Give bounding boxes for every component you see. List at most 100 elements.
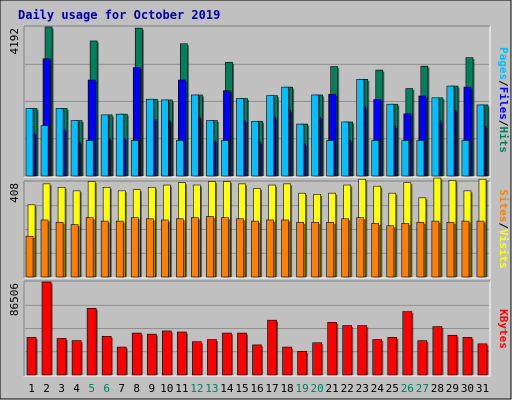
day-label-10: 10 <box>160 382 173 395</box>
day-label-13: 13 <box>205 382 218 395</box>
kbytes-bar-7 <box>116 346 128 376</box>
pages-bar-22 <box>341 121 351 177</box>
sites-bar-16 <box>251 220 261 278</box>
kbytes-bar-13 <box>207 339 218 376</box>
kbytes-bar-27 <box>417 340 429 376</box>
kbytes-bar-23 <box>357 325 369 376</box>
sites-bar-19 <box>296 221 306 278</box>
sites-bar-23 <box>356 217 366 278</box>
kbytes-bar-15 <box>237 332 248 376</box>
pages-bar-20 <box>311 94 321 177</box>
sites-bar-14 <box>221 217 230 278</box>
sites-bar-21 <box>326 221 336 278</box>
kbytes-bar-3 <box>56 338 68 376</box>
pages-bar-8 <box>130 140 140 177</box>
day-label-22: 22 <box>341 382 354 395</box>
pages-bar-2 <box>40 125 50 177</box>
pages-bar-1 <box>25 108 35 177</box>
max-label-hits: 4192 <box>8 28 21 55</box>
kbytes-bar-22 <box>342 325 354 376</box>
kbytes-bar-8 <box>131 332 143 376</box>
pages-bar-23 <box>356 79 366 177</box>
pages-bar-27 <box>416 140 426 177</box>
kbytes-bar-12 <box>192 341 203 376</box>
pages-bar-29 <box>446 85 456 177</box>
kbytes-bar-18 <box>282 346 294 376</box>
legend-entry: KBytes <box>497 309 510 349</box>
pages-bar-24 <box>371 140 381 177</box>
kbytes-bar-24 <box>372 339 384 376</box>
kbytes-bar-10 <box>161 330 173 376</box>
day-label-16: 16 <box>250 382 263 395</box>
legend-entry: / <box>497 222 510 229</box>
day-label-31: 31 <box>476 382 489 395</box>
day-label-5: 5 <box>88 382 95 395</box>
kbytes-bar-31 <box>477 343 489 376</box>
day-label-6: 6 <box>103 382 110 395</box>
day-label-15: 15 <box>235 382 248 395</box>
day-label-9: 9 <box>148 382 155 395</box>
day-label-21: 21 <box>326 382 339 395</box>
sites-bar-17 <box>266 219 276 278</box>
pages-bar-18 <box>281 86 291 177</box>
day-label-3: 3 <box>58 382 65 395</box>
pages-bar-12 <box>191 94 200 177</box>
kbytes-bar-21 <box>327 322 339 376</box>
pages-bar-19 <box>296 123 306 177</box>
sites-bar-31 <box>476 220 486 278</box>
day-labels-layer: 1 2 3 4 5 6 7 8 9 10 11 12 13 14 15 16 17 18 19 20 21 22 23 24 2… <box>28 382 489 395</box>
sites-bar-5 <box>85 217 95 278</box>
max-label-kbytes: 86506 <box>8 283 21 316</box>
sites-bar-27 <box>416 221 426 278</box>
kbytes-bar-1 <box>26 337 38 376</box>
kbytes-bar-5 <box>86 308 98 376</box>
pages-bar-11 <box>176 140 185 177</box>
day-label-27: 27 <box>416 382 429 395</box>
kbytes-bar-2 <box>41 281 53 376</box>
pages-bar-10 <box>160 99 170 177</box>
kbytes-bar-26 <box>402 311 414 376</box>
day-label-19: 19 <box>295 382 308 395</box>
pages-bar-25 <box>386 103 396 177</box>
sites-bar-30 <box>461 220 471 278</box>
sites-bar-7 <box>115 220 125 278</box>
sites-bar-2 <box>40 219 50 278</box>
kbytes-bar-17 <box>267 319 279 376</box>
pages-bar-26 <box>401 140 411 177</box>
legend-entry: Visits <box>497 229 510 269</box>
kbytes-bar-20 <box>312 342 324 376</box>
sites-bar-10 <box>160 219 170 278</box>
pages-bar-4 <box>70 120 80 177</box>
sites-bar-22 <box>341 218 351 278</box>
kbytes-bar-6 <box>101 335 113 376</box>
chart-title: Daily usage for October 2019 <box>18 8 220 22</box>
pages-bar-21 <box>326 140 336 177</box>
day-label-17: 17 <box>265 382 278 395</box>
kbytes-bar-25 <box>387 337 399 376</box>
pages-bar-28 <box>431 97 441 177</box>
legend-entry: Hits <box>497 127 510 154</box>
sites-bar-24 <box>371 223 381 278</box>
sites-bar-3 <box>55 221 65 278</box>
kbytes-bar-14 <box>222 332 233 376</box>
sites-bar-1 <box>25 235 35 278</box>
pages-bar-31 <box>476 104 486 177</box>
legend-kbytes: KBytes <box>497 309 510 349</box>
day-label-14: 14 <box>220 382 234 395</box>
pages-bar-30 <box>461 140 471 177</box>
day-label-8: 8 <box>133 382 140 395</box>
kbytes-bar-30 <box>462 337 474 376</box>
kbytes-bar-16 <box>252 344 264 376</box>
day-label-25: 25 <box>386 382 399 395</box>
sites-bar-8 <box>130 217 140 278</box>
sites-bar-18 <box>281 219 291 278</box>
legend-entry: / <box>497 80 510 87</box>
panel-kbytes: 86506 KBytes <box>8 280 510 377</box>
kbytes-bar-9 <box>146 333 158 376</box>
legend-hits: Pages/Files/Hits <box>497 47 510 153</box>
legend-entry: Pages <box>497 47 510 80</box>
day-label-29: 29 <box>446 382 459 395</box>
day-label-18: 18 <box>280 382 293 395</box>
